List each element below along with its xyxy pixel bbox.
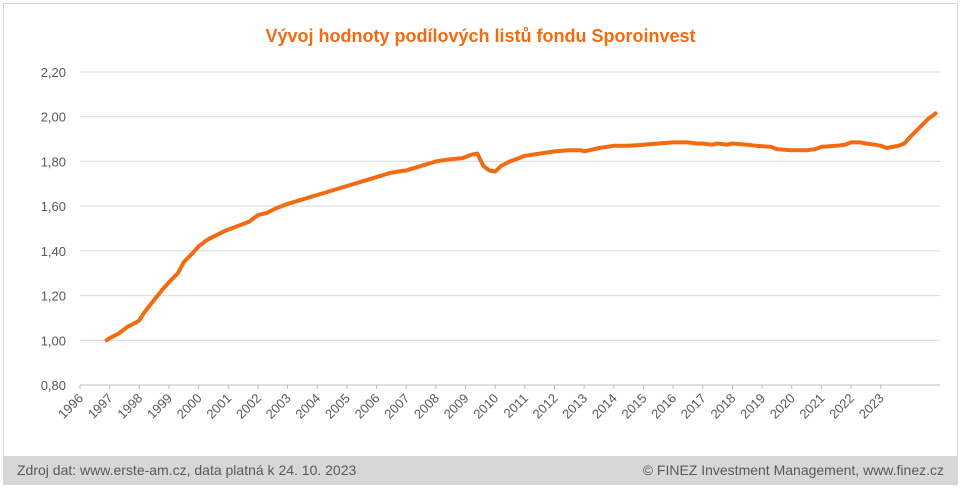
x-tick-label: 2008 — [411, 391, 442, 422]
footer-bar: Zdroj dat: www.erste-am.cz, data platná … — [3, 456, 958, 485]
x-tick-label: 2022 — [826, 391, 857, 422]
x-tick-label: 1997 — [85, 391, 116, 422]
x-tick-label: 2017 — [678, 391, 709, 422]
x-tick-label: 2012 — [530, 391, 561, 422]
x-tick-label: 2002 — [233, 391, 264, 422]
x-tick-label: 2018 — [707, 391, 738, 422]
x-tick-label: 2014 — [589, 391, 620, 422]
y-tick-label: 1,40 — [41, 244, 66, 259]
chart-title: Vývoj hodnoty podílových listů fondu Spo… — [265, 26, 696, 46]
y-tick-label: 0,80 — [41, 378, 66, 393]
copyright-note: © FINEZ Investment Management, www.finez… — [642, 462, 944, 478]
x-tick-label: 2016 — [648, 391, 679, 422]
x-tick-label: 1996 — [55, 391, 86, 422]
y-tick-label: 2,20 — [41, 65, 66, 80]
data-source-note: Zdroj dat: www.erste-am.cz, data platná … — [17, 462, 357, 478]
x-tick-label: 2023 — [856, 391, 887, 422]
x-tick-label: 2013 — [559, 391, 590, 422]
chart-frame: Vývoj hodnoty podílových listů fondu Spo… — [3, 3, 958, 485]
x-tick-label: 2010 — [470, 391, 501, 422]
x-tick-label: 2006 — [352, 391, 383, 422]
x-tick-label: 2020 — [767, 391, 798, 422]
x-tick-label: 2004 — [292, 391, 323, 422]
y-tick-label: 2,00 — [41, 110, 66, 125]
y-tick-label: 1,00 — [41, 333, 66, 348]
x-tick-label: 2007 — [381, 391, 412, 422]
y-tick-label: 1,80 — [41, 154, 66, 169]
x-tick-label: 1998 — [114, 391, 145, 422]
x-tick-label: 1999 — [144, 391, 175, 422]
x-tick-label: 2021 — [796, 391, 827, 422]
x-tick-label: 2003 — [263, 391, 294, 422]
x-tick-label: 2011 — [501, 391, 531, 421]
x-tick-label: 2001 — [203, 391, 234, 422]
y-tick-label: 1,20 — [41, 289, 66, 304]
x-tick-label: 2015 — [619, 391, 650, 422]
x-tick-label: 2019 — [737, 391, 768, 422]
series-line — [104, 111, 938, 343]
x-tick-label: 2009 — [441, 391, 472, 422]
y-tick-label: 1,60 — [41, 199, 66, 214]
x-tick-label: 2000 — [174, 391, 205, 422]
x-tick-label: 2005 — [322, 391, 353, 422]
